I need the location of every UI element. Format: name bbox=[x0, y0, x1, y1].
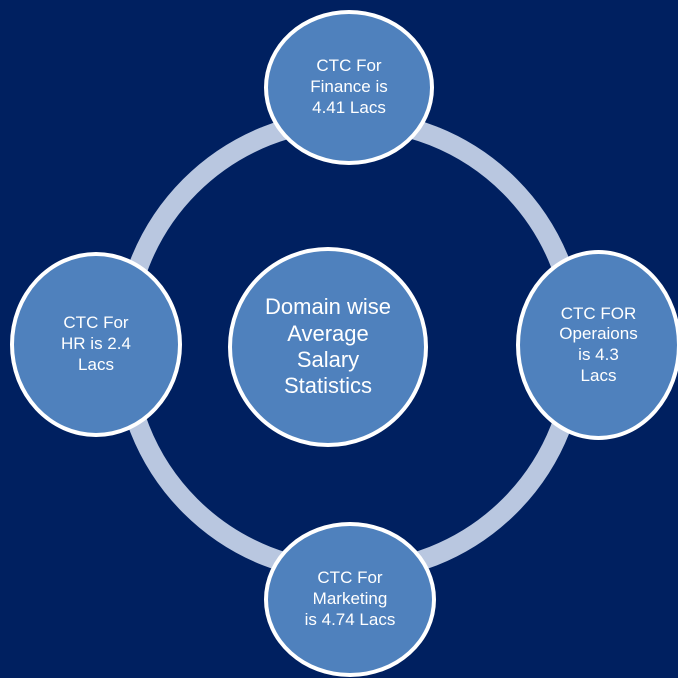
hr-node-label: CTC For HR is 2.4 Lacs bbox=[61, 313, 131, 374]
center-node: Domain wise Average Salary Statistics bbox=[228, 247, 428, 447]
marketing-node-label: CTC For Marketing is 4.74 Lacs bbox=[304, 568, 396, 629]
hr-node: CTC For HR is 2.4 Lacs bbox=[10, 252, 182, 437]
finance-node-label: CTC For Finance is 4.41 Lacs bbox=[310, 56, 388, 117]
operations-node: CTC FOR Operaions is 4.3 Lacs bbox=[516, 250, 678, 440]
finance-node: CTC For Finance is 4.41 Lacs bbox=[264, 10, 434, 165]
operations-node-label: CTC FOR Operaions is 4.3 Lacs bbox=[559, 303, 638, 385]
center-node-label: Domain wise Average Salary Statistics bbox=[265, 294, 391, 399]
marketing-node: CTC For Marketing is 4.74 Lacs bbox=[264, 522, 436, 677]
